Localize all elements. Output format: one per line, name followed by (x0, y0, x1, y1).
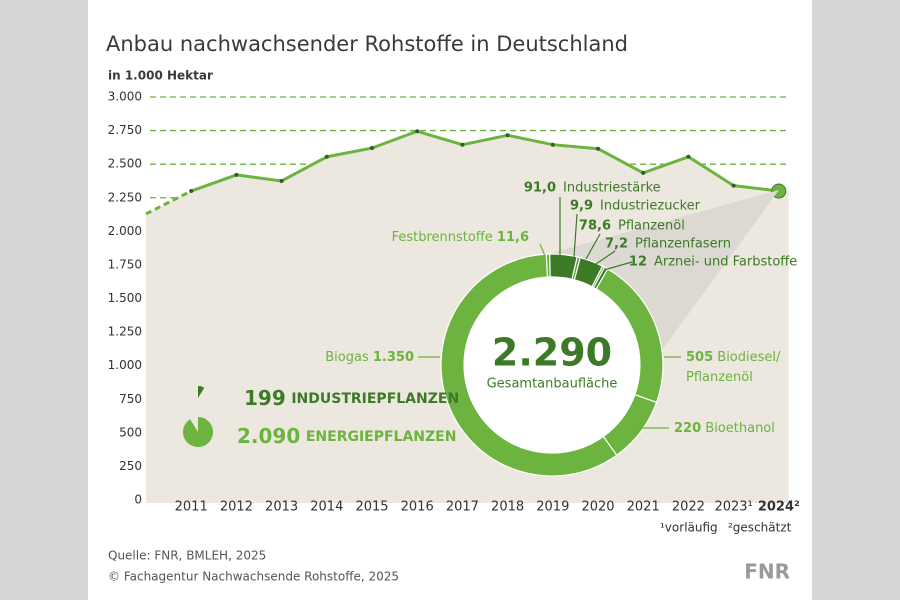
x-tick-label: 2021 (627, 500, 660, 515)
y-tick-label: 250 (119, 459, 142, 473)
segment-label: 505 Biodiesel/Pflanzenöl (686, 350, 781, 385)
copyright: © Fachagentur Nachwachsende Rohstoffe, 2… (108, 570, 399, 584)
x-tick-label: 2011 (175, 500, 208, 515)
segment-value: 220 (674, 421, 701, 436)
summary-text: 2.090 ENERGIEPFLANZEN (237, 424, 456, 448)
y-tick-label: 1.250 (108, 325, 142, 339)
leader-line (595, 250, 616, 265)
x-tick-label: 2017 (446, 500, 479, 515)
x-tick-label: 2024² (758, 500, 800, 515)
point (324, 154, 329, 159)
donut-segment (440, 253, 618, 477)
summary-label: INDUSTRIEPFLANZEN (291, 391, 459, 407)
point (189, 189, 194, 194)
leader-line (585, 233, 601, 260)
leader-line (573, 213, 578, 258)
total-value: 2.290 (492, 331, 612, 375)
summary-text: 199 INDUSTRIEPFLANZEN (244, 386, 459, 410)
segment-value: 1.350 (373, 350, 414, 365)
x-tick-label: 2014 (310, 500, 343, 515)
line (190, 129, 779, 193)
y-tick-label: 1.500 (108, 291, 142, 305)
x-tick-label: 2020 (581, 500, 614, 515)
chart-title: Anbau nachwachsender Rohstoffe in Deutsc… (106, 32, 628, 56)
point (234, 172, 239, 177)
x-tick-label: 2019 (536, 500, 569, 515)
footnote: ¹vorläufig (660, 521, 718, 535)
y-tick-label: 2.500 (108, 157, 142, 171)
point (686, 154, 691, 159)
y-tick-label: 2.750 (108, 123, 142, 137)
x-tick-label: 2016 (401, 500, 434, 515)
segment-value: 78,6 (579, 219, 611, 234)
point (460, 142, 465, 147)
summary-value: 199 (244, 386, 286, 410)
segment-value: 91,0 (524, 181, 556, 196)
y-tick-label: 1.000 (108, 358, 142, 372)
line-lead (145, 189, 192, 216)
segment-value: 11,6 (497, 230, 529, 245)
x-tick-label: 2022 (672, 500, 705, 515)
source: Quelle: FNR, BMLEH, 2025 (108, 549, 266, 563)
summary-label: ENERGIEPFLANZEN (306, 429, 457, 445)
leader-line (603, 261, 633, 271)
total-label: Gesamtanbaufläche (487, 377, 618, 392)
segment-label: Biogas 1.350 (325, 350, 414, 365)
zoom-cone (548, 190, 779, 350)
summary-icon (198, 386, 205, 398)
y-tick-label: 1.750 (108, 257, 142, 271)
x-tick-label: 2018 (491, 500, 524, 515)
segment-name: Bioethanol (705, 421, 775, 436)
segment-name: Biogas (325, 350, 369, 365)
ring-base (441, 254, 663, 476)
point (505, 133, 510, 138)
segment-value: 9,9 (570, 199, 593, 214)
segment-name: Festbrennstoffe (392, 230, 493, 245)
point (731, 183, 736, 188)
y-tick-label: 500 (119, 425, 142, 439)
summary-icon (182, 417, 213, 448)
point (279, 178, 284, 183)
segment-label: Pflanzenfasern (635, 237, 731, 252)
segment-value: 12 (629, 255, 647, 270)
x-tick-label: 2013 (265, 500, 298, 515)
y-tick-label: 750 (119, 392, 142, 406)
segment-label: Festbrennstoffe 11,6 (392, 230, 529, 245)
y-tick-label: 3.000 (108, 90, 142, 104)
segment-value: 505 (686, 350, 713, 365)
segment-value: 7,2 (605, 237, 628, 252)
point (596, 146, 600, 151)
logo: FNR (744, 560, 790, 584)
segment-name: Pflanzenöl (686, 370, 753, 385)
segment-label: 220 Bioethanol (674, 421, 775, 436)
summary-value: 2.090 (237, 424, 300, 448)
leader-line (539, 243, 546, 257)
segment-label: Pflanzenöl (618, 219, 685, 234)
point (550, 142, 555, 147)
y-tick-label: 0 (134, 493, 142, 507)
x-tick-label: 2023¹ (714, 500, 752, 515)
y-tick-label: 2.000 (108, 224, 142, 238)
y-axis-label: in 1.000 Hektar (108, 69, 213, 83)
segment-label: Industriestärke (563, 181, 661, 196)
segment-name: Biodiesel/ (717, 350, 781, 365)
y-tick-label: 2.250 (108, 190, 142, 204)
point (641, 170, 646, 175)
segment-label: Industriezucker (600, 199, 701, 214)
point (415, 129, 420, 134)
footnote: ²geschätzt (728, 521, 792, 535)
x-tick-label: 2015 (355, 500, 388, 515)
segment-label: Arznei- und Farbstoffe (654, 255, 797, 270)
x-tick-label: 2012 (220, 500, 253, 515)
point (370, 146, 374, 151)
